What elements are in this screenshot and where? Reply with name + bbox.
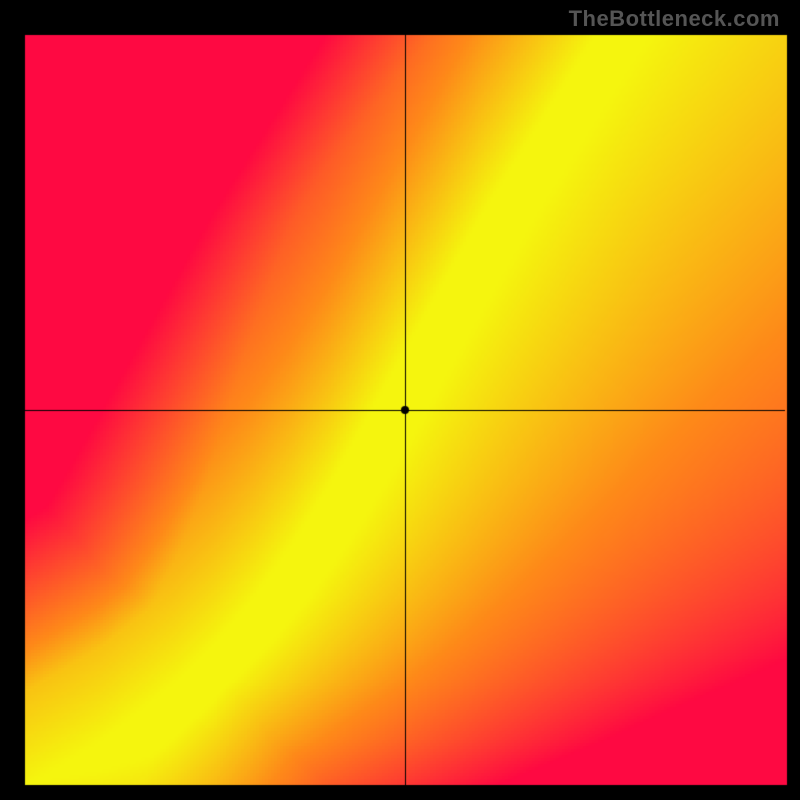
heatmap-canvas — [0, 0, 800, 800]
watermark-text: TheBottleneck.com — [569, 6, 780, 32]
chart-container: TheBottleneck.com — [0, 0, 800, 800]
